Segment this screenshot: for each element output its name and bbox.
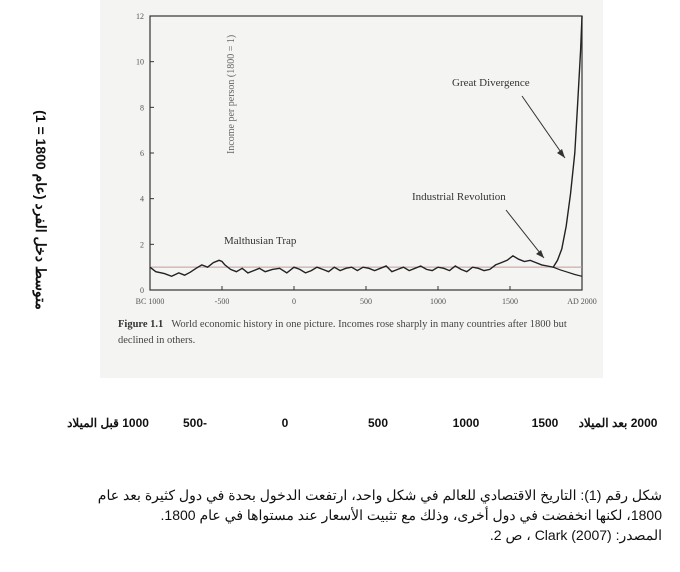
arabic-y-axis-label: متوسط دخل الفرد (عام 1800 = 1): [33, 110, 49, 310]
arabic-figure-note: شكل رقم (1): التاريخ الاقتصادي للعالم في…: [42, 485, 662, 545]
y-tick-label: 6: [140, 149, 144, 158]
figure-caption: Figure 1.1 World economic history in one …: [118, 317, 588, 349]
arabic-x-tick: 0: [281, 416, 289, 430]
book-scan-background: [100, 0, 603, 378]
arabic-x-tick: 1000: [452, 416, 480, 430]
arrow-great-divergence: [521, 95, 566, 159]
arrow-industrial-revolution: [505, 209, 545, 259]
y-tick-label: 10: [136, 58, 144, 67]
y-tick-label: 8: [140, 103, 144, 112]
annotation-industrial-revolution: Industrial Revolution: [412, 191, 506, 203]
figure-caption-text: World economic history in one picture. I…: [118, 319, 567, 346]
x-tick-label: 0: [292, 297, 296, 306]
arabic-x-tick: 2000 بعد الميلاد: [578, 416, 658, 430]
y-tick-label: 12: [136, 12, 144, 21]
arabic-x-tick: 500: [367, 416, 389, 430]
figure-number: Figure 1.1: [118, 319, 164, 330]
x-tick-label: 1000: [430, 297, 446, 306]
x-tick-label: AD 2000: [567, 297, 597, 306]
x-tick-label: 1500: [502, 297, 518, 306]
annotation-malthusian-trap: Malthusian Trap: [224, 235, 297, 247]
arrowhead-industrial-revolution: [536, 250, 544, 258]
x-tick-label: BC 1000: [136, 297, 165, 306]
y-tick-label: 4: [140, 195, 144, 204]
note-line-2: 1800، لكنها انخفضت في دول أخرى، وذلك مع …: [160, 507, 662, 523]
x-tick-label: 500: [360, 297, 372, 306]
arrowhead-great-divergence: [557, 149, 565, 158]
y-tick-label: 0: [140, 286, 144, 295]
arabic-x-tick: -500: [182, 416, 208, 430]
y-tick-label: 2: [140, 240, 144, 249]
series-line-world-income: [149, 15, 583, 278]
arabic-x-tick: 1500: [531, 416, 559, 430]
plot-frame: [149, 15, 583, 291]
arabic-x-tick: 1000 قبل الميلاد: [67, 416, 149, 430]
note-line-3: المصدر: Clark (2007) ، ص 2.: [489, 527, 662, 543]
y-axis-label: Income per person (1800 = 1): [226, 35, 237, 154]
income-chart: 0 2 4 6 8 10 12 BC 1000 -500 0 500 1000 1500 AD 2000…: [136, 12, 597, 306]
note-line-1: شكل رقم (1): التاريخ الاقتصادي للعالم في…: [97, 487, 662, 503]
annotation-great-divergence: Great Divergence: [452, 77, 530, 89]
x-tick-label: -500: [215, 297, 230, 306]
series-line-declining-countries: [552, 266, 583, 277]
